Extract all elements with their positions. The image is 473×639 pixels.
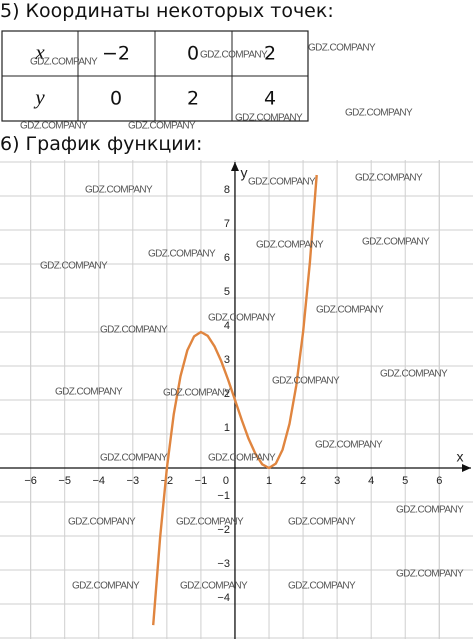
y-axis-arrow (230, 162, 239, 171)
watermark: GDZ.COMPANY (248, 177, 316, 188)
watermark: GDZ.COMPANY (380, 369, 448, 380)
watermark: GDZ.COMPANY (40, 261, 108, 272)
watermark: GDZ.COMPANY (288, 517, 356, 528)
graph: −6 −5 −4 −3 −2 −1 0 1 2 3 4 5 6 −4 −3 −2 −1 1 2 3 4 5 6 7 8 x y (0, 160, 473, 639)
watermark: GDZ.COMPANY (68, 517, 136, 528)
heading: 6) График функции: (0, 133, 202, 155)
watermark: GDZ.COMPANY (308, 43, 376, 54)
y-tick-label: 3 (224, 354, 230, 366)
watermark: GDZ.COMPANY (180, 581, 248, 592)
x-tick-label: 1 (266, 475, 272, 487)
y-tick-label: 2 (224, 388, 230, 400)
watermark: GDZ.COMPANY (30, 57, 98, 68)
watermark: GDZ.COMPANY (288, 581, 356, 592)
watermarks: GDZ.COMPANY GDZ.COMPANY GDZ.COMPANY GDZ.COM… (20, 43, 465, 592)
x-tick-label: 4 (368, 475, 374, 487)
y-tick-label: 5 (224, 286, 230, 298)
watermark: GDZ.COMPANY (272, 376, 340, 387)
x-axis-arrow (462, 464, 471, 473)
watermark: GDZ.COMPANY (315, 440, 383, 451)
watermark: GDZ.COMPANY (345, 108, 413, 119)
y-tick-label: −3 (217, 558, 230, 570)
watermark: GDZ.COMPANY (396, 505, 464, 516)
watermark: GDZ.COMPANY (20, 121, 88, 132)
table-cell: 0 (110, 88, 122, 110)
watermark: GDZ.COMPANY (100, 325, 168, 336)
table-cell: 0 (187, 43, 199, 65)
y-tick-label: 1 (224, 422, 230, 434)
x-tick-label: −5 (58, 475, 71, 487)
watermark: GDZ.COMPANY (316, 305, 384, 316)
y-tick-label: −2 (217, 524, 230, 536)
table: x −2 0 2 y 0 2 4 (1, 30, 309, 122)
watermark: GDZ.COMPANY (355, 173, 423, 184)
x-tick-label: −2 (161, 475, 174, 487)
y-tick-label: 8 (224, 184, 230, 196)
x-tick-label: 6 (436, 475, 442, 487)
x-tick-label: 0 (223, 475, 229, 487)
watermark: GDZ.COMPANY (100, 453, 168, 464)
table-cell: y (33, 85, 45, 109)
y-tick-label: −4 (217, 592, 230, 604)
watermark: GDZ.COMPANY (148, 249, 216, 260)
watermark: GDZ.COMPANY (163, 388, 231, 399)
watermark: GDZ.COMPANY (208, 453, 276, 464)
x-tick-label: −6 (24, 475, 37, 487)
x-tick-label: −4 (92, 475, 105, 487)
watermark: GDZ.COMPANY (362, 237, 430, 248)
watermark: GDZ.COMPANY (128, 121, 196, 132)
watermark: GDZ.COMPANY (208, 313, 276, 324)
watermark: GDZ.COMPANY (235, 113, 303, 124)
x-tick-label: 5 (402, 475, 408, 487)
function-curve (152, 174, 318, 626)
x-axis-label: x (457, 449, 464, 465)
table-cell: 2 (264, 43, 276, 65)
watermark: GDZ.COMPANY (256, 240, 324, 251)
watermark: GDZ.COMPANY (396, 569, 464, 580)
watermark: GDZ.COMPANY (200, 50, 268, 61)
watermark: GDZ.COMPANY (72, 581, 140, 592)
heading: 5) Координаты некоторых точек: (0, 0, 334, 22)
y-tick-label: −1 (217, 490, 230, 502)
x-tick-label: −3 (127, 475, 140, 487)
table-cell: 4 (264, 88, 276, 110)
y-tick-label: 4 (224, 320, 230, 332)
y-axis-label: y (240, 165, 247, 181)
x-tick-label: 3 (334, 475, 340, 487)
table-cell: x (34, 40, 45, 64)
y-tick-label: 7 (224, 218, 230, 230)
watermark: GDZ.COMPANY (85, 185, 153, 196)
table-cell: 2 (187, 88, 199, 110)
watermark: GDZ.COMPANY (55, 387, 123, 398)
x-tick-label: −1 (195, 475, 208, 487)
y-tick-label: 6 (224, 252, 230, 264)
watermark: GDZ.COMPANY (176, 517, 244, 528)
table-cell: −2 (102, 43, 130, 65)
x-tick-label: 2 (300, 475, 306, 487)
